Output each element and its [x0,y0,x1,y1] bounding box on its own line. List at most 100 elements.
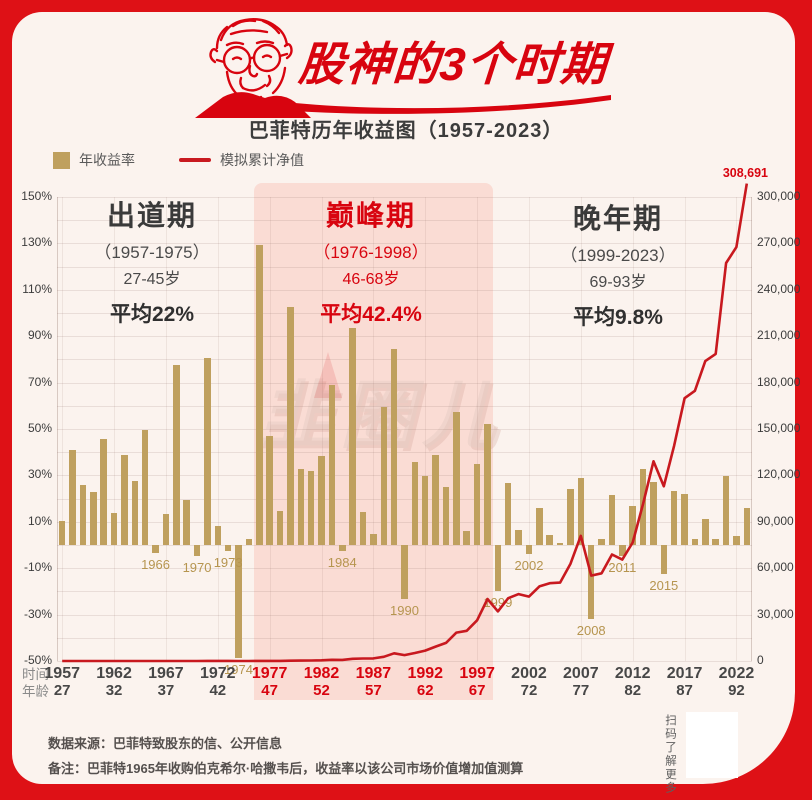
left-axis-tick-50: 50% [27,421,52,435]
gridline-70 [57,382,752,384]
chart-legend: 年收益率 模拟累计净值 [53,150,304,170]
bar-year-label-2015: 2015 [649,578,679,593]
right-axis-tick-270000: 270,000 [757,235,801,250]
bar-1980 [297,468,305,545]
data-source-note: 数据来源：巴菲特致股东的信、公开信息 [48,736,283,751]
x-tick-year: 2017 [666,665,703,682]
x-tick-1997: 1997 67 [449,665,505,699]
gridline-minor [57,359,752,361]
vgridline-2002 [528,197,530,661]
x-axis-time-caption: 时间 [22,667,49,682]
x-tick-age: 77 [572,682,590,699]
bar-2005 [556,543,564,545]
bar-2017 [681,494,688,545]
x-tick-1977: 1977 47 [242,665,298,699]
bar-1961 [100,438,107,545]
bar-2018 [691,538,699,545]
bar-2003 [536,508,543,545]
bar-1988 [380,407,387,545]
period-late-average: 平均9.8% [573,306,663,329]
bar-1991 [411,462,419,545]
bar-2021 [722,476,730,545]
x-tick-1957: 1957 27 [34,665,90,699]
legend-line-swatch [179,158,211,162]
x-tick-age: 42 [209,682,227,699]
gridline-110 [57,289,752,291]
cumulative-line-chart [62,183,749,663]
legend-bar-swatch [53,151,70,169]
x-tick-year: 1997 [459,665,495,682]
x-tick-2007: 2007 77 [553,665,609,699]
x-tick-year: 2002 [511,665,547,682]
left-axis-tick-10: 10% [27,513,52,528]
x-tick-year: 1982 [303,665,340,682]
bar-1964 [131,480,139,545]
left-axis-tick--10: -10% [23,560,52,575]
bar-1970 [193,545,201,556]
bar-1981 [307,471,315,545]
bar-1966 [152,545,159,553]
bar-2007 [577,478,585,545]
left-axis-tick-130: 130% [21,235,52,250]
left-axis-tick--30: -30% [23,606,52,621]
bar-1967 [162,514,170,545]
x-tick-age: 37 [157,682,175,699]
gridline-minor [57,313,752,314]
gridline--50 [57,661,752,662]
x-tick-year: 1962 [96,665,132,682]
footer-notes: 数据来源：巴菲特致股东的信、公开信息 备注：巴菲特1965年收购伯克希尔·哈撒韦… [48,731,523,781]
chart-plot-area: 1966 1970 1973 1974 1984 1990 1999 2002 2008 2011… [57,183,752,690]
bar-1978 [276,511,284,545]
vgridline-1982 [321,197,323,661]
watermark-arrow-icon [314,352,342,398]
bar-1965 [141,430,149,545]
gridline-130 [57,243,752,245]
period-late-age: 69-93岁 [589,274,647,291]
period-peak-average: 平均42.4% [320,303,422,326]
gridline-minor [57,452,752,454]
bar-2019 [702,519,709,545]
bar-1962 [110,512,118,545]
bar-year-label-1973: 1973 [213,554,243,570]
qr-caption: 扫码了解更多 [664,714,676,795]
bar-2000 [504,483,512,545]
period-debut-average: 平均22% [109,303,195,326]
right-axis-tick-120000: 120,000 [757,467,801,482]
left-axis-tick-30: 30% [27,467,52,482]
bar-1972 [214,526,222,545]
bar-year-label-1984: 1984 [327,555,357,571]
x-tick-year: 1967 [148,665,184,682]
buffett-portrait-icon [195,18,611,118]
bar-year-label-1966: 1966 [141,556,170,572]
bar-1957 [58,520,66,545]
x-tick-year: 2012 [614,665,651,682]
x-tick-1982: 1982 52 [294,665,350,699]
bar-year-label-2008: 2008 [576,622,606,638]
cumulative-line [62,183,749,663]
x-tick-year: 2007 [563,665,599,682]
left-axis-tick-70: 70% [27,374,52,389]
bar-year-label-1990: 1990 [390,602,419,618]
period-late-years: （1999-2023） [560,246,676,265]
title-underline-swoosh [293,95,611,114]
x-tick-year: 1957 [44,665,80,682]
vgridline-1972 [217,197,219,661]
right-axis-tick-240000: 240,000 [757,281,801,296]
x-tick-2012: 2012 82 [605,665,661,699]
bar-1975 [245,539,253,545]
vgridline-1977 [269,197,271,661]
x-tick-1987: 1987 57 [345,665,401,699]
bar-1974 [235,545,242,658]
right-axis-tick-60000: 60,000 [757,560,794,575]
x-axis-age-caption: 年龄 [22,684,49,699]
x-tick-age: 92 [728,682,745,699]
bar-1983 [328,384,336,545]
bar-1977 [266,436,273,545]
right-axis-tick-180000: 180,000 [757,374,801,389]
bar-2015 [660,545,668,574]
page-subtitle: 巴菲特历年收益图（1957-2023） [248,120,564,142]
x-tick-1962: 1962 32 [86,665,142,699]
x-tick-age: 32 [105,682,123,699]
bar-1968 [173,364,180,545]
bar-2011 [619,545,626,556]
